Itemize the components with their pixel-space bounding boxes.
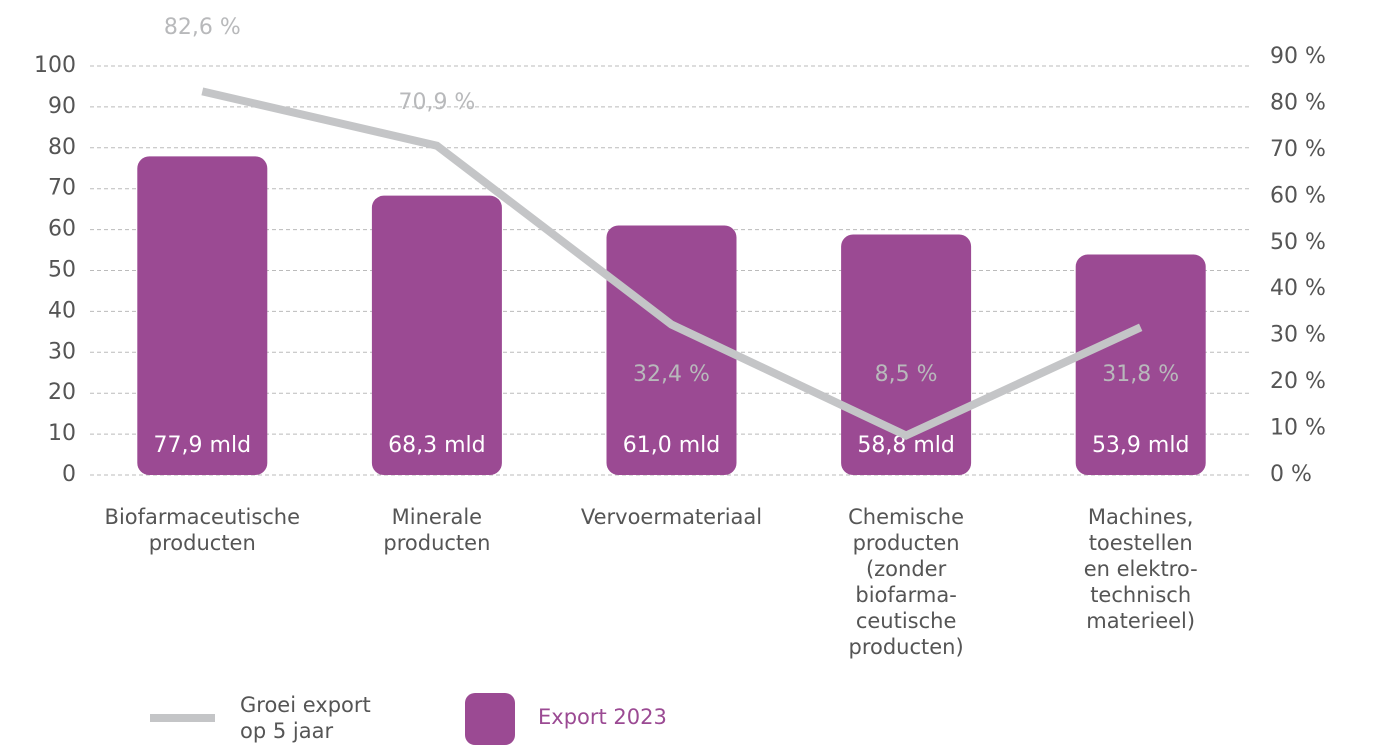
line-value-label: 70,9 % xyxy=(398,90,475,115)
legend-label: Export 2023 xyxy=(538,705,667,729)
bar xyxy=(1075,254,1206,475)
y2-tick-label: 10 % xyxy=(1270,416,1326,441)
y-tick-label: 60 xyxy=(48,217,76,242)
y2-tick-label: 80 % xyxy=(1270,90,1326,115)
y2-tick-label: 50 % xyxy=(1270,230,1326,255)
bar xyxy=(606,225,737,475)
line-value-label: 31,8 % xyxy=(1102,362,1179,387)
y-tick-label: 80 xyxy=(48,135,76,160)
line xyxy=(201,87,1143,440)
y-tick-label: 70 xyxy=(48,176,76,201)
x-tick-label: Chemische producten (zonder biofarma- ce… xyxy=(848,505,965,659)
y2-tick-label: 90 % xyxy=(1270,44,1326,69)
line-value-label: 32,4 % xyxy=(633,362,710,387)
y2-tick-label: 60 % xyxy=(1270,183,1326,208)
y-tick-label: 50 xyxy=(48,258,76,283)
bar-value-label: 53,9 mld xyxy=(1092,433,1190,458)
bar-value-label: 68,3 mld xyxy=(388,433,486,458)
line-value-label: 8,5 % xyxy=(875,362,938,387)
y-tick-label: 40 xyxy=(48,298,76,323)
bar xyxy=(841,234,972,475)
y-tick-label: 20 xyxy=(48,380,76,405)
x-tick-label: Biofarmaceutische producten xyxy=(104,505,301,555)
legend-swatch xyxy=(465,693,515,745)
y2-tick-label: 70 % xyxy=(1270,137,1326,162)
line-value-label: 82,6 % xyxy=(164,15,241,40)
y2-tick-label: 30 % xyxy=(1270,323,1326,348)
bar-value-label: 61,0 mld xyxy=(623,433,721,458)
y-tick-label: 0 xyxy=(62,462,76,487)
y2-tick-label: 40 % xyxy=(1270,276,1326,301)
bar xyxy=(137,156,268,475)
y-tick-label: 10 xyxy=(48,421,76,446)
bar xyxy=(371,195,502,475)
bar-value-label: 77,9 mld xyxy=(154,433,252,458)
y-tick-label: 90 xyxy=(48,94,76,119)
x-tick-label: Machines, toestellen en elektro- technis… xyxy=(1083,505,1198,633)
y2-tick-label: 0 % xyxy=(1270,462,1312,487)
y-tick-label: 100 xyxy=(34,53,76,78)
x-tick-label: Vervoermateriaal xyxy=(580,505,763,529)
x-tick-label: Minerale producten xyxy=(383,505,491,555)
y-tick-label: 30 xyxy=(48,339,76,364)
legend-label: Groei export op 5 jaar xyxy=(240,693,371,743)
y2-tick-label: 20 % xyxy=(1270,369,1326,394)
